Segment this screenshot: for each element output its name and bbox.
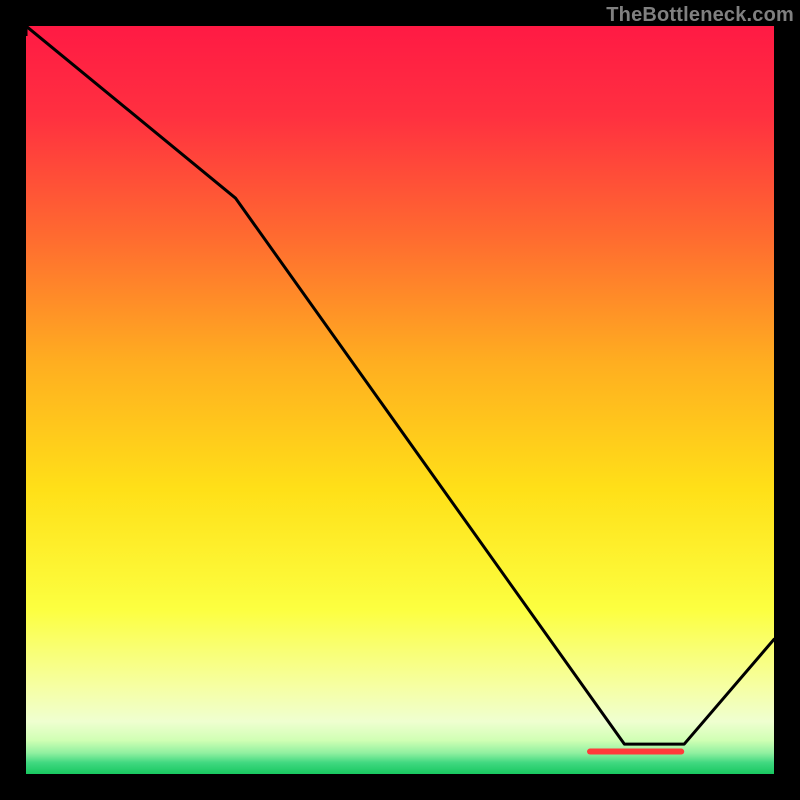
bottleneck-chart <box>26 26 774 774</box>
chart-stage: TheBottleneck.com <box>0 0 800 800</box>
baseline-marker <box>587 749 684 755</box>
chart-background <box>26 26 774 774</box>
top-edge-tick <box>26 26 28 36</box>
watermark: TheBottleneck.com <box>606 4 794 27</box>
